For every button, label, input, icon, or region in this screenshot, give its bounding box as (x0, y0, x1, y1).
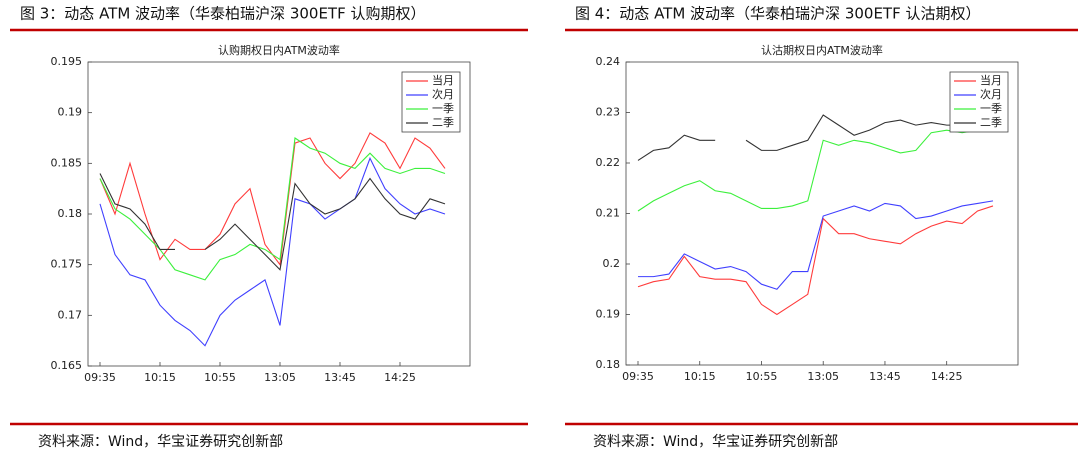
series-line (99, 137, 446, 281)
series-line (99, 132, 446, 267)
y-tick-label: 0.21 (596, 207, 621, 220)
x-tick-label: 13:45 (869, 370, 901, 383)
source-note: 资料来源：Wind，华宝证券研究创新部 (38, 434, 283, 450)
legend-box (949, 71, 1009, 133)
y-tick-label: 0.19 (58, 106, 83, 119)
legend-label: 二季 (980, 116, 1002, 129)
x-tick-label: 13:05 (807, 370, 839, 383)
x-tick-label: 10:15 (684, 370, 716, 383)
legend-label: 一季 (980, 102, 1002, 115)
x-tick-label: 09:35 (622, 370, 654, 383)
y-tick-label: 0.18 (58, 207, 83, 220)
legend-label: 当月 (432, 73, 454, 87)
y-tick-label: 0.22 (596, 156, 621, 169)
y-tick-label: 0.185 (51, 156, 83, 169)
legend-box (401, 71, 461, 133)
series-line (637, 127, 994, 212)
x-tick-label: 14:25 (384, 371, 416, 384)
y-tick-label: 0.24 (596, 55, 621, 68)
y-tick-label: 0.19 (596, 308, 621, 321)
y-tick-label: 0.23 (596, 106, 621, 119)
x-tick-label: 09:35 (84, 371, 116, 384)
y-tick-label: 0.2 (603, 257, 621, 270)
legend-label: 一季 (432, 102, 454, 115)
x-tick-label: 10:15 (144, 371, 176, 384)
y-tick-label: 0.17 (58, 308, 83, 321)
source-note: 资料来源：Wind，华宝证券研究创新部 (593, 434, 838, 450)
y-tick-label: 0.175 (51, 258, 83, 271)
y-tick-label: 0.195 (51, 55, 83, 68)
x-tick-label: 10:55 (746, 370, 778, 383)
legend-label: 当月 (980, 73, 1002, 87)
series-line (99, 173, 446, 271)
y-tick-label: 0.165 (51, 359, 83, 372)
chart-title: 认沽期权日内ATM波动率 (761, 43, 883, 57)
series-line (638, 200, 994, 290)
legend-label: 次月 (432, 87, 454, 101)
legend-label: 二季 (432, 116, 454, 129)
chart-title: 认购期权日内ATM波动率 (218, 43, 340, 57)
figure-caption: 图 4：动态 ATM 波动率（华泰柏瑞沪深 300ETF 认沽期权） (575, 5, 981, 23)
legend-label: 次月 (980, 87, 1002, 101)
x-tick-label: 10:55 (204, 371, 236, 384)
series-line (99, 156, 446, 347)
x-tick-label: 13:05 (264, 371, 296, 384)
y-tick-label: 0.18 (596, 358, 621, 371)
series-line (637, 205, 994, 316)
x-tick-label: 13:45 (324, 371, 356, 384)
series-line (637, 114, 994, 161)
figure-caption: 图 3：动态 ATM 波动率（华泰柏瑞沪深 300ETF 认购期权） (20, 5, 426, 23)
x-tick-label: 14:25 (931, 370, 963, 383)
